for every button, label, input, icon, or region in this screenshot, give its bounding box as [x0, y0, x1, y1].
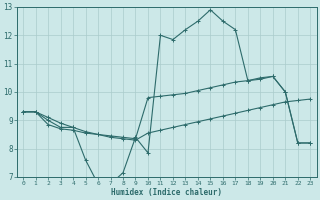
- X-axis label: Humidex (Indice chaleur): Humidex (Indice chaleur): [111, 188, 222, 197]
